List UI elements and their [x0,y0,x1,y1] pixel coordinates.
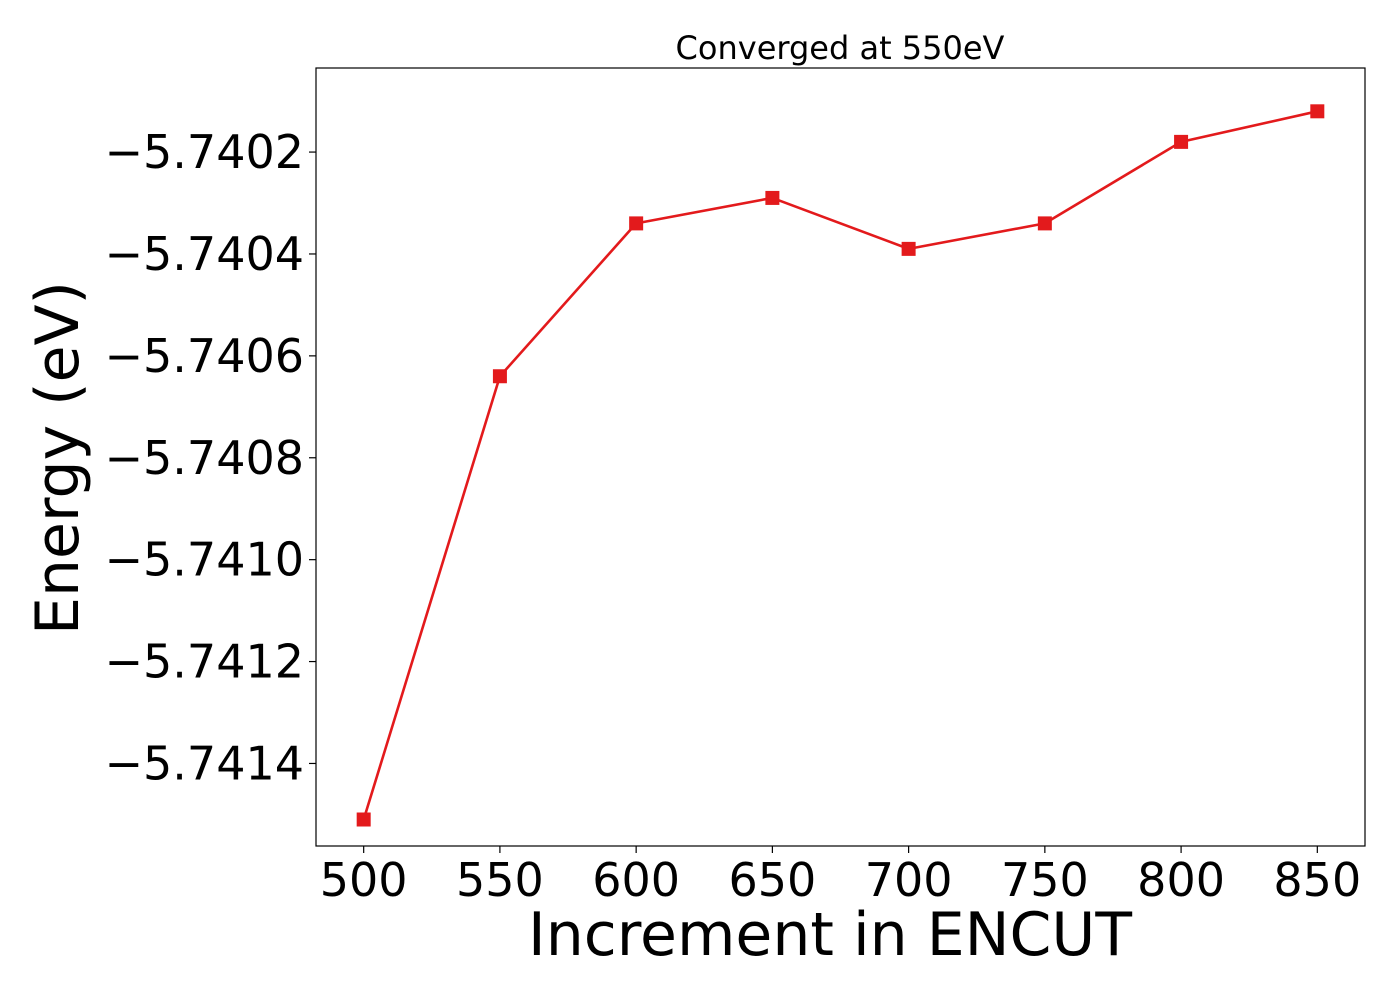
x-tick-label: 550 [456,853,544,907]
plot-frame [315,67,1366,847]
series-line [362,110,1318,820]
data-point-marker [1037,216,1052,231]
data-point-marker [901,241,916,256]
axis-ticks: 500 550 600 650 700 750 800 850 −5.7402 −5.7404 −5… [105,125,1362,907]
x-tick-label: 750 [1001,853,1089,907]
x-tick-label: 600 [592,853,680,907]
data-point-marker [492,369,507,384]
data-point-marker [629,216,644,231]
y-tick-label: −5.7408 [105,431,305,485]
x-tick-label: 650 [728,853,816,907]
data-point-marker [356,812,371,827]
y-tick-label: −5.7410 [105,533,305,587]
y-tick-label: −5.7402 [105,125,305,179]
data-point-marker [1174,134,1189,149]
y-axis-label: Energy (eV) [23,281,93,635]
chart-title: Converged at 550eV [676,29,1005,67]
x-tick-label: 700 [865,853,953,907]
x-tick-label: 500 [320,853,408,907]
x-tick-label: 800 [1137,853,1225,907]
x-tick-label: 850 [1273,853,1361,907]
y-tick-label: −5.7406 [105,329,305,383]
y-tick-label: −5.7412 [105,635,305,689]
x-axis-label: Increment in ENCUT [528,900,1132,970]
y-tick-label: −5.7404 [105,227,305,281]
data-point-marker [765,190,780,205]
y-tick-label: −5.7414 [105,736,305,790]
data-point-marker [1310,104,1325,119]
plot-area [356,104,1325,827]
